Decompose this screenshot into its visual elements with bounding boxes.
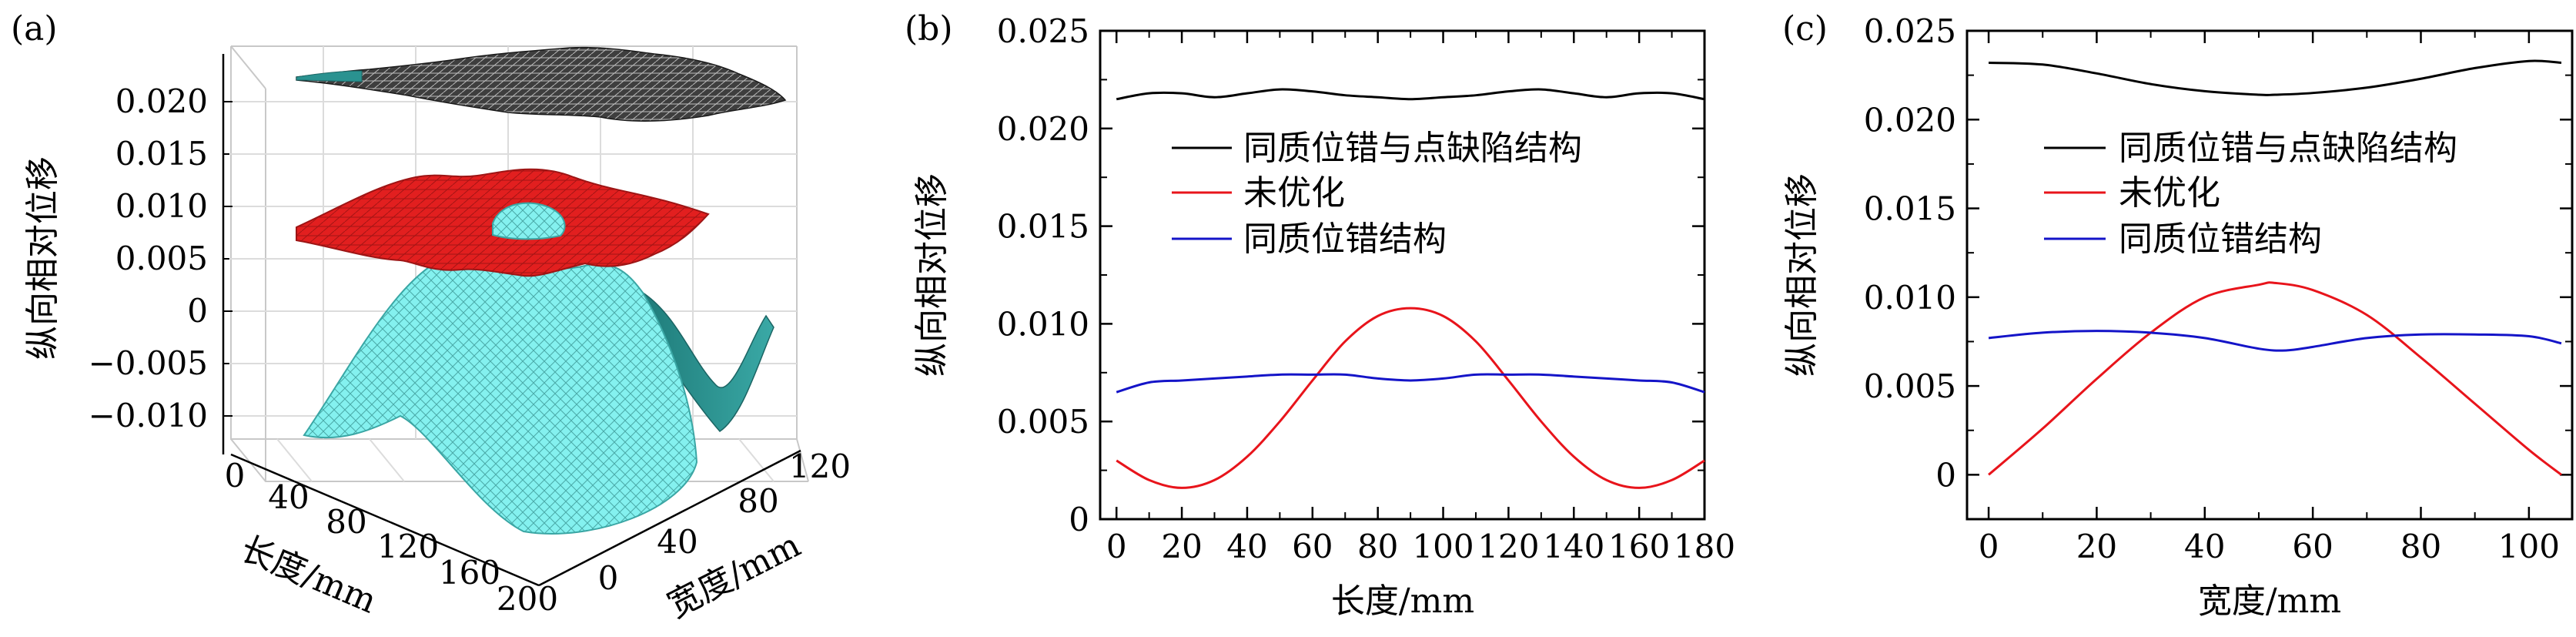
panel-a-cyan-surface-side [642, 291, 774, 432]
panel-c-xlabel: 宽度/mm [2198, 582, 2341, 621]
panel-a-surface-defect [296, 46, 787, 122]
panel-c-legend: 同质位错与点缺陷结构 未优化 同质位错结构 [2044, 129, 2457, 259]
panel-a-surface-defect-edge [296, 70, 363, 82]
legend-label-unoptimized: 未优化 [2119, 173, 2220, 213]
panel-b-xlabel: 长度/mm [1331, 582, 1474, 621]
legend-label-defect: 同质位错与点缺陷结构 [1243, 129, 1582, 168]
legend-label-dislocation: 同质位错结构 [1243, 220, 1447, 259]
panel-b: (b) 0 0.005 0.010 0.015 0.020 0.025 0 20 40 60 80… [905, 9, 1735, 621]
xtick-label: 80 [2400, 528, 2441, 565]
ytick-label: 0.020 [997, 110, 1089, 148]
ytick-label: 0.010 [997, 305, 1089, 343]
xtick-label: 0 [1979, 528, 1999, 565]
ztick-label: 0.020 [115, 82, 208, 120]
ztick-label: −0.010 [89, 397, 208, 434]
ytick-label: 0.020 [1864, 101, 1956, 139]
panel-a-label: (a) [11, 9, 58, 49]
panel-c: (c) 0 0.005 0.010 0.015 0.020 0.025 0 20 40 60 80… [1782, 9, 2574, 621]
ztick-label: 0 [187, 292, 208, 330]
xtick-label: 20 [2076, 528, 2117, 565]
xtick-label: 180 [1674, 528, 1735, 565]
legend-label-defect: 同质位错与点缺陷结构 [2119, 129, 2457, 168]
ytick-label: 0.015 [1864, 190, 1956, 228]
ytick-label: 80 [738, 482, 778, 520]
panel-a-surface-unoptimized [303, 252, 698, 535]
series-line [1988, 330, 2562, 352]
panel-a-zlabel: 纵向相对位移 [23, 156, 62, 360]
ytick-label: 0.015 [997, 208, 1089, 246]
panel-a-zticks [223, 101, 233, 417]
panel-a-ztick-labels: 0.020 0.015 0.010 0.005 0 −0.005 −0.010 [89, 82, 208, 434]
ytick-label: 0.005 [997, 403, 1089, 441]
ztick-label: 0.005 [115, 240, 208, 277]
ytick-label: 0.010 [1864, 279, 1956, 317]
ztick-label: 0.010 [115, 187, 208, 225]
panel-a-xlabel: 长度/mm [235, 529, 382, 622]
panel-b-series [1116, 88, 1705, 489]
xtick-label: 40 [2184, 528, 2225, 565]
xtick-label: 60 [2292, 528, 2333, 565]
panel-b-xticks: 0 20 40 60 80 100 120 140 160 180 [1106, 31, 1735, 565]
panel-a-axes [222, 54, 801, 587]
xtick-label: 20 [1161, 528, 1202, 565]
xtick-label: 60 [1292, 528, 1333, 565]
xtick-label: 40 [1226, 528, 1267, 565]
panel-c-xticks: 0 20 40 60 80 100 [1979, 31, 2560, 565]
xtick-label: 100 [2498, 528, 2560, 565]
ytick-label: 120 [789, 448, 851, 485]
ztick-label: 0.015 [115, 135, 208, 173]
ytick-label: 0.025 [997, 12, 1089, 50]
legend-label-unoptimized: 未优化 [1243, 173, 1345, 213]
panel-a-surface-peak-top [492, 202, 566, 240]
panel-b-frame [1099, 29, 1706, 521]
panel-c-frame [1965, 29, 2574, 521]
panel-a-xtick-labels: 0 40 80 120 160 200 [225, 457, 558, 618]
xtick-label: 160 [439, 554, 500, 592]
series-line [1116, 373, 1705, 394]
series-line [1116, 88, 1705, 101]
legend-label-dislocation: 同质位错结构 [2119, 220, 2322, 259]
panel-c-yticks: 0 0.005 0.010 0.015 0.020 0.025 [1864, 12, 2572, 494]
panel-b-ylabel: 纵向相对位移 [912, 173, 952, 377]
xtick-label: 120 [377, 528, 439, 565]
panel-b-label: (b) [905, 9, 953, 49]
xtick-label: 80 [326, 503, 366, 541]
ztick-label: −0.005 [89, 344, 208, 382]
panel-b-legend: 同质位错与点缺陷结构 未优化 同质位错结构 [1172, 129, 1582, 259]
xtick-label: 0 [1106, 528, 1127, 565]
xtick-label: 140 [1543, 528, 1604, 565]
panel-b-yticks: 0 0.005 0.010 0.015 0.020 0.025 [997, 12, 1705, 538]
panel-c-series [1988, 59, 2562, 476]
ytick-label: 0 [1935, 456, 1956, 494]
panel-a-ytick-labels: 0 40 80 120 [598, 448, 851, 597]
xtick-label: 100 [1412, 528, 1474, 565]
ytick-label: 0.005 [1864, 367, 1956, 405]
panel-c-label: (c) [1782, 9, 1828, 49]
ytick-label: 40 [657, 523, 698, 561]
xtick-label: 160 [1608, 528, 1670, 565]
series-line [1988, 281, 2562, 476]
xtick-label: 0 [225, 457, 246, 495]
panel-c-ylabel: 纵向相对位移 [1782, 173, 1822, 377]
ytick-label: 0 [598, 559, 619, 597]
xtick-label: 200 [497, 580, 558, 618]
xtick-label: 80 [1357, 528, 1398, 565]
series-line [1116, 307, 1705, 489]
xtick-label: 120 [1477, 528, 1539, 565]
ytick-label: 0 [1069, 501, 1089, 538]
series-line [1989, 59, 2562, 96]
xtick-label: 40 [268, 478, 309, 516]
panel-a: (a) 0.020 0.015 0.010 [11, 9, 851, 625]
ytick-label: 0.025 [1864, 12, 1956, 50]
